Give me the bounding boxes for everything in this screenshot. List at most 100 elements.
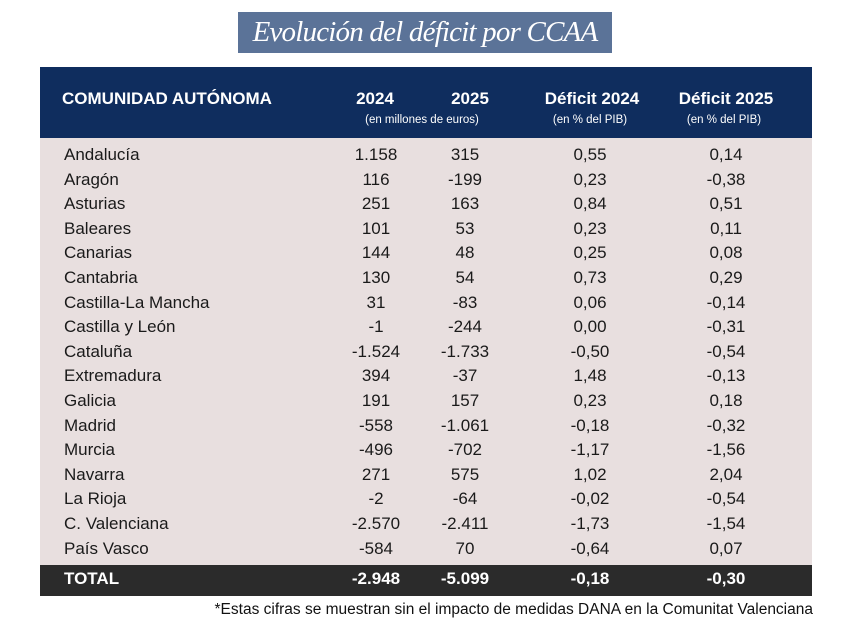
deficit-2025: -1,54 [706,514,746,533]
chart-title: Evolución del déficit por CCAA [238,12,612,53]
deficit-2024: 0,55 [573,145,607,164]
table-header: COMUNIDAD AUTÓNOMA 2024 2025 (en millone… [40,67,812,138]
deficit-2025: -0,30 [706,569,746,588]
table-row: Andalucía 1.158 315 0,55 0,14 [40,145,812,169]
value-2025: 54 [455,268,475,287]
deficit-2024: 0,06 [573,292,607,312]
value-2025: 48 [455,243,475,263]
value-2024: -2.948 [351,569,401,588]
region-name: C. Valenciana [64,514,169,533]
region-name: Castilla y León [64,317,176,337]
table-row: Asturias 251 163 0,84 0,51 [40,194,812,218]
header-2025: 2025 [451,89,489,108]
value-2025: 575 [450,464,480,484]
table-row: Castilla y León -1 -244 0,00 -0,31 [40,317,812,341]
deficit-2024: -0,50 [570,341,610,361]
value-2024: -584 [358,538,394,558]
total-row: TOTAL -2.948 -5.099 -0,18 -0,30 [40,565,812,596]
value-2024: -2.570 [351,514,401,533]
table-row: País Vasco -584 70 -0,64 0,07 [40,539,812,563]
region-name: Asturias [64,194,126,214]
footnote: *Estas cifras se muestran sin el impacto… [214,601,813,618]
region-name: Andalucía [64,145,140,164]
header-def2024-unit: (en % del PIB) [552,114,628,126]
region-name: Murcia [64,440,116,460]
value-2024: -1.524 [351,341,401,361]
table-row: Aragón 116 -199 0,23 -0,38 [40,170,812,194]
table-body: Andalucía 1.158 315 0,55 0,14 Aragón 116 -199 0,… [40,138,812,565]
table-row: Madrid -558 -1.061 -0,18 -0,32 [40,416,812,440]
table-row: Murcia -496 -702 -1,17 -1,56 [40,440,812,464]
value-2024: 130 [361,268,391,287]
deficit-2025: 0,11 [710,218,742,238]
value-2025: -199 [447,169,483,189]
deficit-2025: 0,14 [709,145,743,164]
deficit-2025: -0,32 [706,415,746,435]
region-name: Extremadura [64,366,162,386]
header-name: COMUNIDAD AUTÓNOMA [62,89,272,108]
table-row: Cantabria 130 54 0,73 0,29 [40,268,812,292]
value-2025: 157 [450,391,480,410]
region-name: Baleares [64,218,132,238]
value-2025: -1.061 [440,415,490,435]
value-2025: -1.733 [440,341,490,361]
deficit-2024: -1,17 [570,440,610,460]
table-row: Canarias 144 48 0,25 0,08 [40,243,812,267]
deficit-2024: 0,25 [573,243,607,263]
deficit-2025: -0,54 [706,341,746,361]
deficit-2025: 0,07 [709,538,743,558]
value-2024: 144 [361,243,391,263]
deficit-2025: -0,38 [706,169,746,189]
region-name: País Vasco [64,538,149,558]
value-2024: 101 [361,218,391,238]
table-row: Extremadura 394 -37 1,48 -0,13 [40,366,812,390]
deficit-2024: 0,23 [573,218,607,238]
value-2024: 394 [361,366,391,386]
region-name: TOTAL [64,569,120,588]
table-row: La Rioja -2 -64 -0,02 -0,54 [40,489,812,513]
deficit-2025: 2,04 [709,464,743,484]
deficit-2024: 1,48 [573,366,607,386]
value-2025: -5.099 [440,569,490,588]
value-2025: 163 [450,194,480,214]
table-row: Baleares 101 53 0,23 0,11 [40,219,812,243]
value-2025: 53 [455,218,475,238]
value-2025: 70 [455,538,475,558]
header-euros-unit: (en millones de euros) [365,114,479,126]
table-row: Galicia 191 157 0,23 0,18 [40,391,812,415]
deficit-2025: 0,18 [709,391,743,410]
region-name: Aragón [64,169,119,189]
deficit-2025: 0,08 [709,243,743,263]
value-2024: -496 [358,440,394,460]
value-2024: -2 [368,489,384,509]
region-name: Galicia [64,391,116,410]
deficit-2025: -0,13 [706,366,746,386]
region-name: Canarias [64,243,133,263]
header-2024: 2024 [356,89,394,108]
deficit-2024: -0,02 [570,489,610,509]
value-2025: -2.411 [441,514,489,533]
value-2024: -558 [358,415,394,435]
deficit-2024: -0,18 [570,415,610,435]
value-2024: -1 [368,317,384,337]
deficit-2025: -0,14 [706,292,746,312]
deficit-2024: 0,84 [573,194,607,214]
deficit-2025: 0,29 [709,268,743,287]
value-2025: -244 [447,317,483,337]
region-name: La Rioja [64,489,127,509]
value-2024: 191 [361,391,391,410]
region-name: Cantabria [64,268,138,287]
deficit-2025: -0,31 [706,317,746,337]
deficit-2024: -0,18 [570,569,610,588]
deficit-2025: -0,54 [706,489,746,509]
deficit-2024: 0,23 [573,391,607,410]
region-name: Madrid [64,415,116,435]
value-2025: -702 [447,440,483,460]
value-2024: 1.158 [354,145,398,164]
value-2024: 271 [361,464,391,484]
deficit-2024: 0,00 [573,317,607,337]
region-name: Cataluña [64,341,133,361]
header-def2025: Déficit 2025 [678,89,774,108]
table-row: Navarra 271 575 1,02 2,04 [40,465,812,489]
deficit-2024: 1,02 [573,464,607,484]
